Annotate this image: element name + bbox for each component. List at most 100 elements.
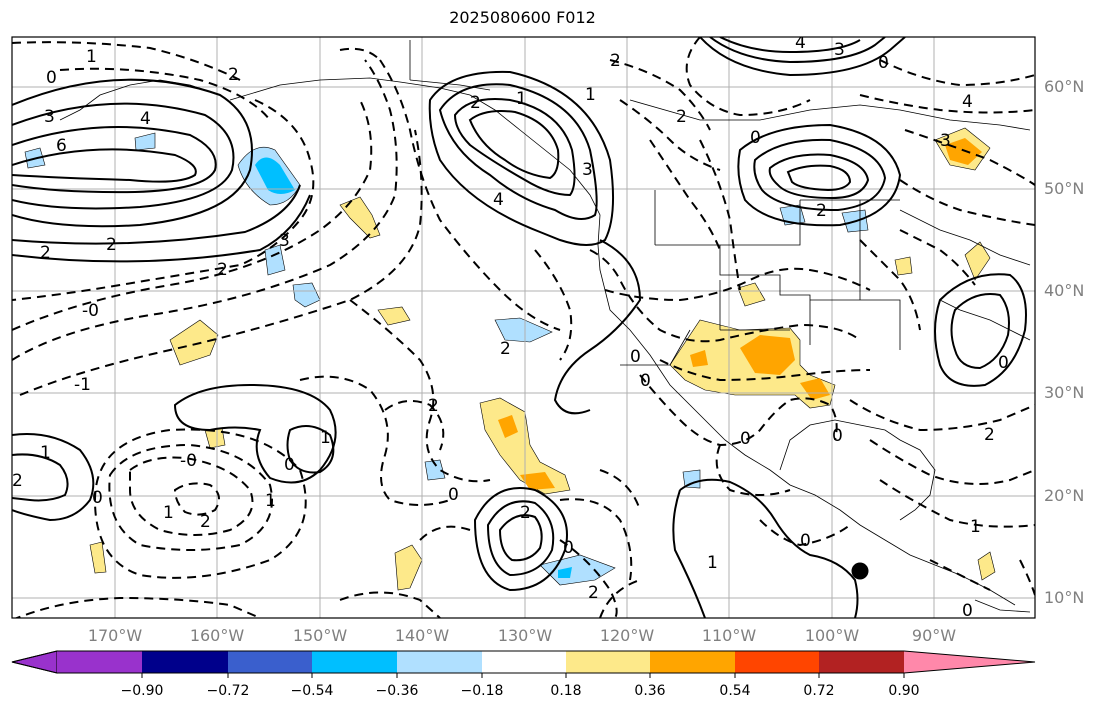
contour-label: 1	[265, 491, 276, 511]
contour-label: 3	[834, 40, 845, 60]
contour-label: 0	[92, 488, 103, 508]
colorbar-tick-label: 0.18	[550, 683, 582, 699]
yellow-patch-6	[394, 544, 423, 591]
lat-label: 20°N	[1044, 486, 1085, 505]
lon-label: 170°W	[87, 626, 143, 645]
colorbar-tick-label: −0.90	[120, 683, 164, 699]
contour-label: 0	[740, 429, 751, 449]
colorbar-tick-label: −0.72	[206, 683, 250, 699]
orange-patch-sw-us-3	[690, 350, 708, 367]
contour-label: 0	[46, 68, 57, 88]
contour-label: 2	[500, 339, 511, 359]
blue-patch-2	[264, 244, 286, 276]
orange-patch-7a	[498, 415, 518, 438]
yellow-patch-colorado	[737, 282, 766, 307]
cyan-patch-gulf-alaska	[255, 157, 295, 194]
blue-patch-4	[134, 132, 156, 151]
contour-label: 1	[516, 89, 527, 109]
yellow-patch-3	[377, 306, 411, 326]
colorbar-swatch	[482, 651, 566, 673]
colorbar-swatch	[57, 651, 142, 673]
contour-label: 2	[228, 65, 239, 85]
colorbar-extend-right	[904, 651, 1035, 673]
contour-label: 0	[750, 128, 761, 148]
colorbar-swatch	[566, 651, 650, 673]
contour-label: 2	[676, 107, 687, 127]
colorbar-swatch	[819, 651, 904, 673]
colorbar-tick-label: 0.72	[803, 683, 835, 699]
chart-title: 2025080600 F012	[449, 8, 596, 27]
contour-label: 2	[816, 201, 827, 221]
contour-label: 4	[140, 109, 151, 129]
contour-label: 0	[630, 347, 641, 367]
contour-label: 2	[588, 583, 599, 603]
contour-label: 2	[470, 93, 481, 113]
colorbar-tick-label: −0.54	[290, 683, 334, 699]
contour-label: 1	[86, 47, 97, 67]
contour-label: 2	[984, 425, 995, 445]
yellow-patch-5	[89, 541, 107, 574]
yellow-patch-great-lakes	[964, 241, 991, 281]
colorbar-tick-label: −0.18	[460, 683, 504, 699]
lon-label: 150°W	[292, 626, 348, 645]
contour-label: 6	[56, 136, 67, 156]
contour-label: 3	[940, 131, 951, 151]
blue-patch-6	[494, 317, 553, 343]
cyan-patch-8	[558, 567, 572, 578]
colorbar-tick-label: −0.36	[375, 683, 419, 699]
contour-label: 2	[610, 51, 621, 71]
blue-patch-7	[424, 459, 446, 481]
lon-label: 100°W	[804, 626, 860, 645]
contour-label: -1	[74, 375, 91, 395]
colorbar-outline	[11, 650, 1036, 674]
colorbar-swatch	[312, 651, 397, 673]
orange-patch-sw-us	[740, 335, 795, 375]
contour-label: 0	[832, 426, 843, 446]
contour-label: 3	[44, 107, 55, 127]
contour-label: 4	[962, 92, 973, 112]
contour-label: 2	[106, 235, 117, 255]
shaded-patches	[24, 127, 996, 591]
yellow-patch-8	[894, 256, 913, 276]
contour-label: 2	[40, 243, 51, 263]
contour-label: 4	[493, 190, 504, 210]
contour-label: 3	[279, 231, 290, 251]
contour-label: -0	[82, 301, 99, 321]
lon-label: 90°W	[911, 626, 957, 645]
colorbar-swatch	[397, 651, 482, 673]
yellow-patch-central-am	[977, 551, 996, 581]
map-frame	[11, 36, 1036, 619]
lat-label: 10°N	[1044, 588, 1085, 607]
marker-dot	[851, 562, 869, 580]
contour-label: 0	[640, 371, 651, 391]
yellow-patch-2	[169, 319, 219, 366]
blue-patch-8	[539, 554, 616, 586]
contour-label: 0	[284, 455, 295, 475]
lat-label: 40°N	[1044, 281, 1085, 300]
contour-label: 1	[320, 428, 331, 448]
contour-label: 4	[795, 33, 806, 53]
contour-label: 0	[448, 485, 459, 505]
lon-label: 160°W	[189, 626, 245, 645]
blue-patch-9	[682, 469, 701, 489]
orange-patch-sw-us-2	[800, 378, 830, 400]
lon-label: 110°W	[701, 626, 757, 645]
yellow-patch-1	[339, 196, 381, 239]
contour-label: 0	[563, 538, 574, 558]
blue-patch-3	[292, 282, 321, 308]
contour-label: 0	[800, 531, 811, 551]
lon-label: 140°W	[394, 626, 450, 645]
contour-label: 1	[40, 443, 51, 463]
contour-label: 2	[200, 512, 211, 532]
colorbar-swatch	[735, 651, 819, 673]
contour-label: 1	[163, 503, 174, 523]
colorbar-tick-label: 0.90	[888, 683, 920, 699]
contour-label: 1	[585, 85, 596, 105]
contour-label: 2	[12, 471, 23, 491]
contour-label: 0	[962, 601, 973, 621]
contour-label: 0	[998, 353, 1009, 373]
contour-label: 0	[878, 53, 889, 73]
colorbar	[11, 650, 1036, 678]
colorbar-extend-left	[11, 650, 58, 674]
contour-label: -0	[180, 451, 197, 471]
